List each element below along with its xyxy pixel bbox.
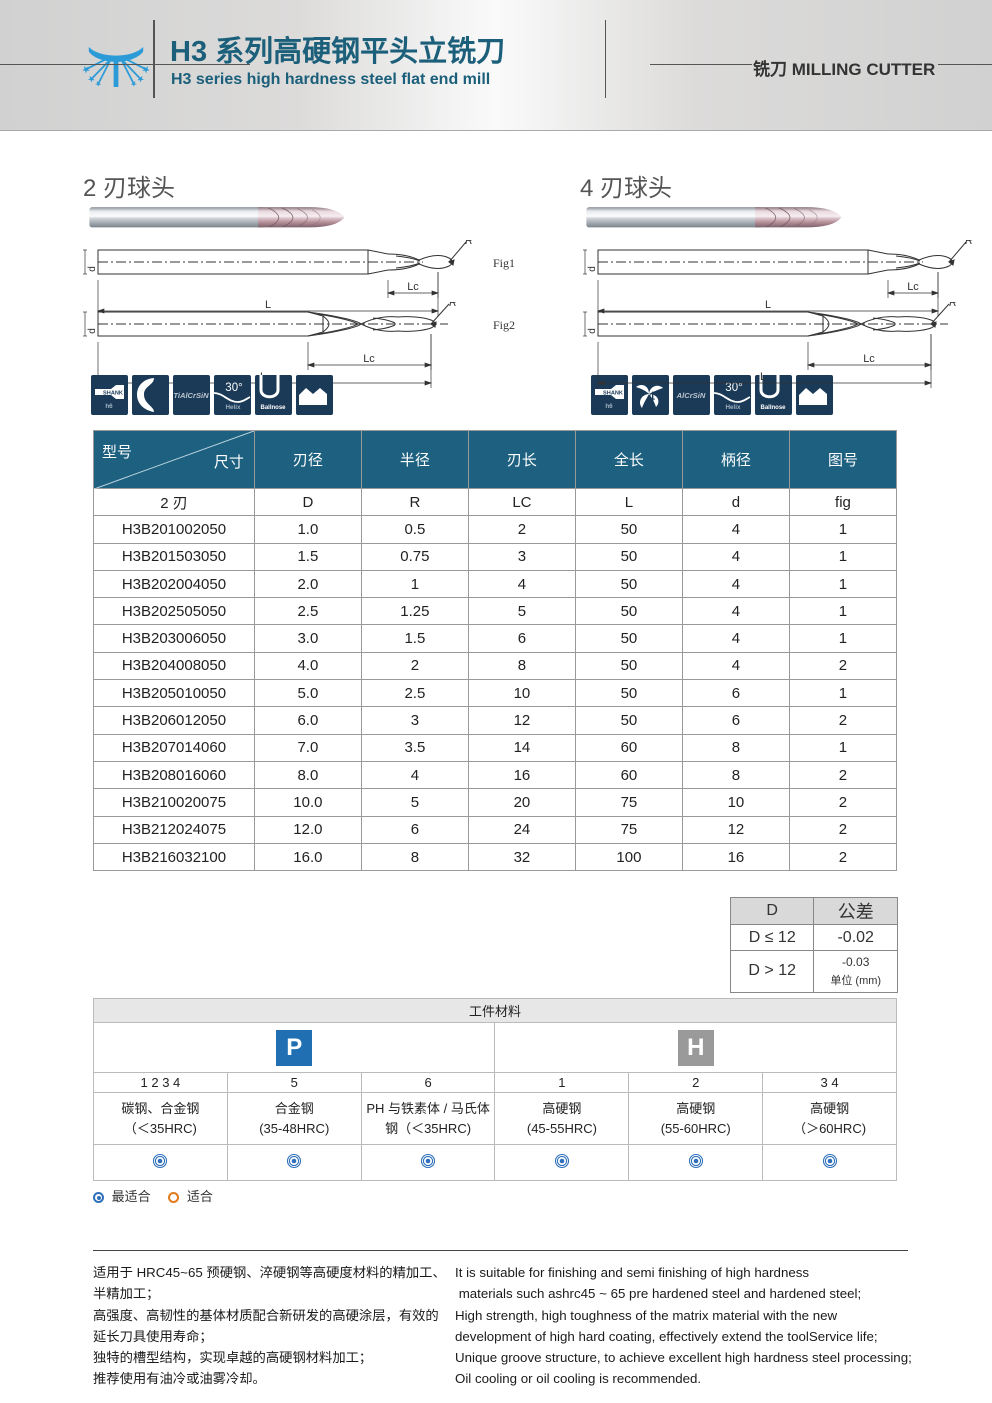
svg-text:R: R: [949, 302, 957, 309]
svg-text:d: d: [587, 266, 598, 272]
svg-text:TiAlCrSiN: TiAlCrSiN: [173, 391, 209, 400]
svg-text:R: R: [449, 302, 457, 309]
svg-text:Fig1: Fig1: [493, 256, 515, 270]
svg-text:R: R: [965, 240, 973, 247]
svg-text:d: d: [87, 266, 98, 272]
svg-text:30°: 30°: [225, 382, 242, 394]
svg-text:SHANK: SHANK: [103, 391, 123, 397]
svg-text:d: d: [87, 328, 98, 334]
svg-text:R: R: [465, 240, 473, 247]
svg-text:Lc: Lc: [363, 353, 375, 365]
svg-text:Lc: Lc: [907, 281, 919, 293]
svg-text:Ballnose: Ballnose: [260, 405, 286, 411]
svg-text:Fig2: Fig2: [493, 318, 515, 332]
svg-text:Lc: Lc: [863, 353, 875, 365]
svg-text:Helix: Helix: [225, 404, 241, 411]
svg-text:h6: h6: [105, 403, 113, 410]
svg-text:L: L: [760, 371, 766, 383]
svg-text:2: 2: [151, 386, 160, 406]
svg-text:d: d: [587, 328, 598, 334]
svg-text:Lc: Lc: [407, 281, 419, 293]
